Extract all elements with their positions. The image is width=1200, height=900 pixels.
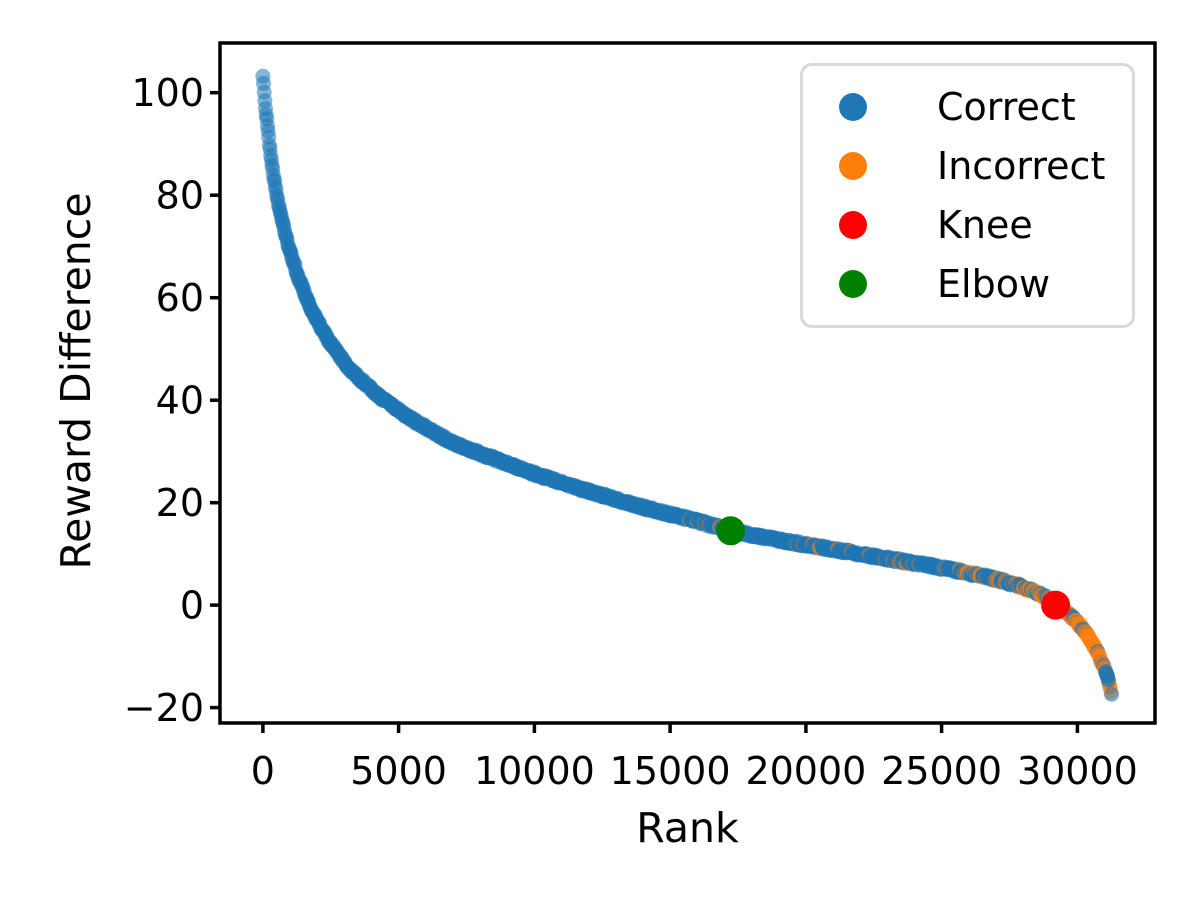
x-tick-label: 15000: [610, 749, 731, 793]
x-tick-label: 25000: [881, 749, 1002, 793]
legend-label: Incorrect: [937, 144, 1106, 188]
plot-spines: [218, 41, 1157, 725]
y-tick-label: 80: [156, 174, 204, 218]
legend-item-knee: Knee: [839, 206, 1132, 244]
knee-point: [1041, 590, 1071, 620]
tail-correct-points: [1098, 665, 1116, 688]
elbow-point: [716, 516, 746, 546]
incorrect-legend-marker-icon: [839, 152, 867, 180]
x-tick-label: 0: [251, 749, 275, 793]
legend-item-elbow: Elbow: [839, 265, 1132, 303]
legend-item-correct: Correct: [839, 88, 1132, 126]
y-tick-label: 40: [156, 379, 204, 423]
y-tick-label: 60: [156, 276, 204, 320]
x-tick-label: 30000: [1017, 749, 1138, 793]
x-tick-label: 5000: [350, 749, 447, 793]
y-tick-label: 0: [180, 584, 204, 628]
x-axis-ticks: 0 5000 10000 15000 20000 25000 30000: [251, 723, 1138, 793]
legend-label: Elbow: [937, 262, 1051, 306]
correct-legend-marker-icon: [839, 93, 867, 121]
x-tick-label: 10000: [474, 749, 595, 793]
elbow-legend-marker-icon: [839, 270, 867, 298]
knee-legend-marker-icon: [839, 211, 867, 239]
x-axis-label: Rank: [636, 804, 739, 852]
x-tick-label: 20000: [745, 749, 866, 793]
legend-label: Knee: [937, 203, 1033, 247]
y-axis-label: Reward Difference: [52, 192, 100, 570]
y-tick-label: 20: [156, 481, 204, 525]
legend: Correct Incorrect Knee Elbow: [800, 63, 1135, 328]
y-axis-ticks: −20 0 20 40 60 80 100: [124, 71, 220, 730]
y-tick-label: 100: [131, 71, 204, 115]
legend-label: Correct: [937, 85, 1076, 129]
y-tick-label: −20: [124, 686, 204, 730]
legend-item-incorrect: Incorrect: [839, 147, 1132, 185]
